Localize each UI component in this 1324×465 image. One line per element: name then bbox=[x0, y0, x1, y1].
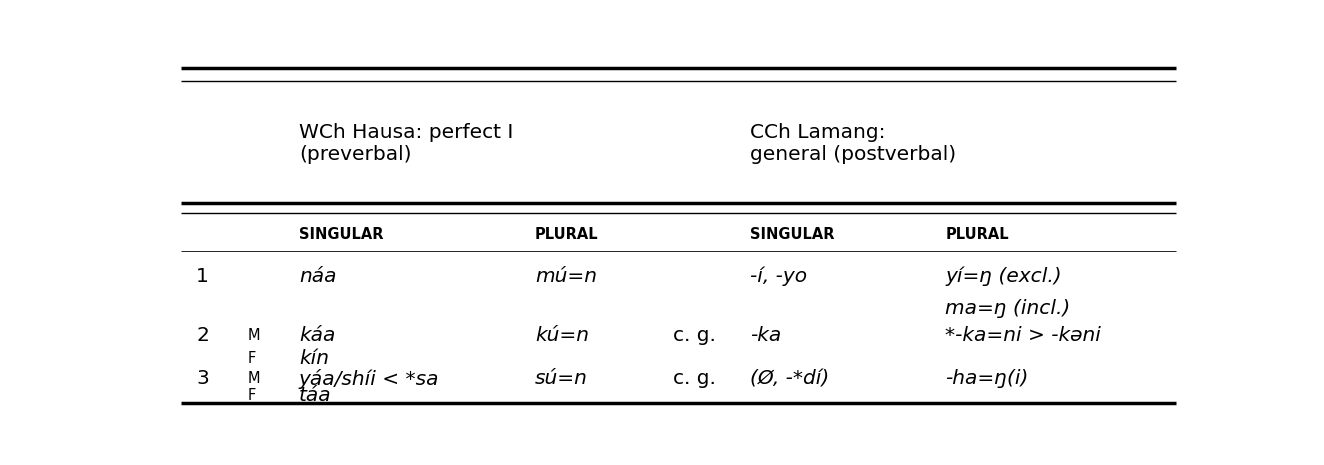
Text: ma=ŋ (incl.): ma=ŋ (incl.) bbox=[945, 299, 1071, 318]
Text: WCh Hausa: perfect I
(preverbal): WCh Hausa: perfect I (preverbal) bbox=[299, 123, 514, 164]
Text: 3: 3 bbox=[196, 369, 209, 388]
Text: náa: náa bbox=[299, 266, 336, 286]
Text: mú=n: mú=n bbox=[535, 266, 597, 286]
Text: F: F bbox=[248, 388, 256, 404]
Text: káa: káa bbox=[299, 326, 335, 345]
Text: c. g.: c. g. bbox=[674, 326, 716, 345]
Text: -ka: -ka bbox=[751, 326, 781, 345]
Text: F: F bbox=[248, 351, 256, 366]
Text: yí=ŋ (excl.): yí=ŋ (excl.) bbox=[945, 266, 1062, 286]
Text: -í, -yo: -í, -yo bbox=[751, 266, 808, 286]
Text: kín: kín bbox=[299, 349, 328, 368]
Text: kú=n: kú=n bbox=[535, 326, 589, 345]
Text: M: M bbox=[248, 371, 260, 386]
Text: CCh Lamang:
general (postverbal): CCh Lamang: general (postverbal) bbox=[751, 123, 956, 164]
Text: sú=n: sú=n bbox=[535, 369, 588, 388]
Text: 1: 1 bbox=[196, 266, 209, 286]
Text: táa: táa bbox=[299, 386, 331, 405]
Text: (Ø, -*dí): (Ø, -*dí) bbox=[751, 369, 830, 388]
Text: SINGULAR: SINGULAR bbox=[751, 227, 835, 242]
Text: PLURAL: PLURAL bbox=[945, 227, 1009, 242]
Text: *-ka=ni > -kəni: *-ka=ni > -kəni bbox=[945, 326, 1102, 345]
Text: yáa/shíi < *sa: yáa/shíi < *sa bbox=[299, 369, 440, 389]
Text: M: M bbox=[248, 327, 260, 343]
Text: PLURAL: PLURAL bbox=[535, 227, 598, 242]
Text: SINGULAR: SINGULAR bbox=[299, 227, 384, 242]
Text: 2: 2 bbox=[196, 326, 209, 345]
Text: -ha=ŋ(i): -ha=ŋ(i) bbox=[945, 369, 1029, 388]
Text: c. g.: c. g. bbox=[674, 369, 716, 388]
